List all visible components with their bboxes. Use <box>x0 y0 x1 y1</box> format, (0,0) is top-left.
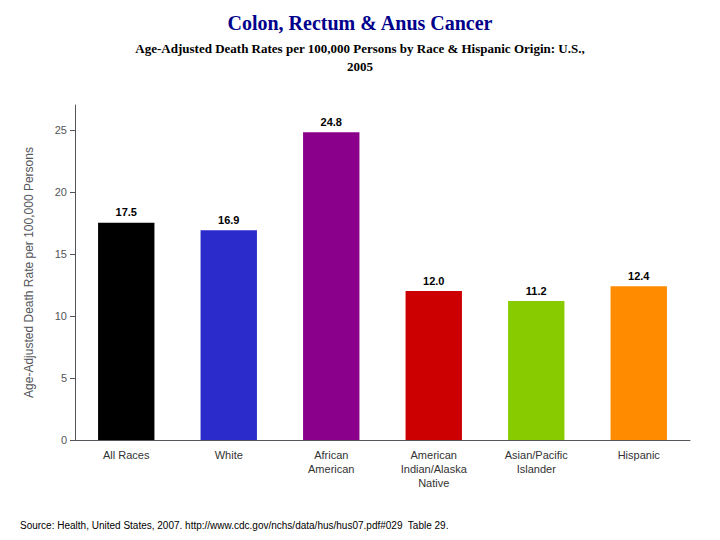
svg-text:Colon, Rectum & Anus Cancer: Colon, Rectum & Anus Cancer <box>228 12 493 34</box>
svg-text:25: 25 <box>55 124 67 136</box>
svg-text:2005: 2005 <box>347 59 374 74</box>
svg-text:White: White <box>215 449 243 461</box>
svg-text:Asian/Pacific: Asian/Pacific <box>505 449 568 461</box>
svg-text:20: 20 <box>55 186 67 198</box>
svg-text:Hispanic: Hispanic <box>618 449 661 461</box>
svg-text:Islander: Islander <box>517 463 556 475</box>
svg-text:16.9: 16.9 <box>218 214 239 226</box>
svg-text:0: 0 <box>61 434 67 446</box>
svg-text:12.4: 12.4 <box>628 270 650 282</box>
svg-text:All Races: All Races <box>103 449 150 461</box>
svg-text:African: African <box>314 449 348 461</box>
svg-text:10: 10 <box>55 310 67 322</box>
svg-text:12.0: 12.0 <box>423 275 444 287</box>
svg-text:Age-Adjusted Death Rate per 10: Age-Adjusted Death Rate per 100,000 Pers… <box>22 147 36 398</box>
svg-text:American: American <box>411 449 457 461</box>
svg-text:24.8: 24.8 <box>321 116 342 128</box>
svg-text:Native: Native <box>418 477 449 489</box>
svg-text:5: 5 <box>61 372 67 384</box>
svg-text:Source: Health, United States,: Source: Health, United States, 2007. htt… <box>20 520 448 531</box>
svg-text:17.5: 17.5 <box>116 206 137 218</box>
svg-text:Indian/Alaska: Indian/Alaska <box>401 463 468 475</box>
svg-text:11.2: 11.2 <box>526 285 547 297</box>
svg-text:American: American <box>308 463 354 475</box>
svg-text:Age-Adjusted Death Rates per 1: Age-Adjusted Death Rates per 100,000 Per… <box>135 41 584 56</box>
svg-text:15: 15 <box>55 248 67 260</box>
